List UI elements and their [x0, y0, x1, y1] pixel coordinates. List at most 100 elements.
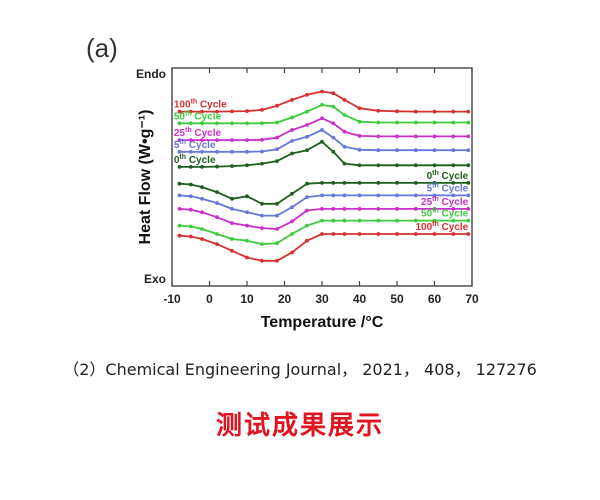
series-point: [413, 193, 418, 198]
series-layer: [177, 89, 471, 263]
series-point: [245, 121, 249, 126]
series-point: [451, 181, 456, 185]
series-point: [245, 255, 249, 260]
series-label: 0th Cycle: [427, 170, 469, 182]
series-label: 0th Cycle: [174, 154, 216, 166]
panel-label: (a): [86, 33, 118, 63]
series-point: [188, 138, 193, 143]
series-point: [331, 91, 336, 96]
series-line: [179, 182, 469, 205]
series-point: [395, 232, 399, 236]
series-point: [376, 207, 381, 211]
series-point: [357, 147, 362, 152]
series-point: [200, 210, 204, 215]
series-point: [260, 149, 264, 154]
series-point: [188, 194, 193, 199]
series-point: [331, 193, 336, 198]
series-point: [331, 104, 336, 109]
series-point: [395, 109, 399, 114]
series-point: [230, 237, 234, 241]
series-point: [466, 232, 471, 236]
series-line: [179, 90, 469, 113]
series-point: [432, 134, 437, 139]
x-tick-label: -10: [163, 292, 181, 306]
series-point: [230, 248, 234, 253]
series-point: [215, 190, 219, 195]
series-point: [230, 196, 234, 201]
series-point: [200, 196, 204, 201]
x-tick-label: 30: [315, 292, 329, 306]
series-point: [260, 108, 264, 112]
series-label: 50th Cycle: [174, 110, 222, 122]
series-point: [275, 258, 279, 263]
series-point: [230, 109, 234, 114]
series-point: [215, 121, 219, 126]
series-point: [260, 242, 264, 247]
series-point: [177, 109, 182, 114]
series-label: 100th Cycle: [174, 99, 227, 111]
series-line: [179, 194, 469, 217]
series-point: [413, 232, 418, 236]
series-point: [177, 181, 182, 186]
series-point: [215, 215, 219, 220]
series-point: [177, 233, 182, 238]
series-point: [451, 163, 456, 168]
series-point: [290, 219, 294, 224]
series-point: [275, 103, 279, 108]
series-point: [200, 165, 204, 169]
series-point: [245, 223, 249, 228]
series-point: [215, 232, 219, 236]
series-point: [215, 109, 219, 114]
series-point: [357, 218, 362, 223]
series-point: [305, 134, 309, 139]
series-point: [177, 223, 182, 228]
series-point: [413, 163, 418, 168]
series-point: [320, 181, 324, 185]
series-point: [245, 210, 249, 215]
series-point: [260, 201, 264, 206]
series-point: [331, 135, 336, 140]
series-label: 100th Cycle: [415, 221, 468, 233]
series-point: [413, 181, 418, 185]
series-point: [357, 193, 362, 198]
series-point: [466, 218, 471, 223]
series-point: [290, 98, 294, 102]
series-point: [357, 232, 362, 236]
series-point: [200, 109, 204, 114]
series-point: [466, 193, 471, 198]
series-point: [320, 116, 324, 121]
series-point: [451, 232, 456, 236]
series-point: [432, 207, 437, 211]
series-point: [305, 123, 309, 127]
series-point: [342, 161, 347, 166]
series-point: [260, 161, 264, 166]
series-point: [230, 207, 234, 211]
series-point: [200, 149, 204, 154]
series-point: [290, 139, 294, 143]
series-label: 25th Cycle: [174, 127, 222, 139]
series-point: [320, 193, 324, 198]
series-point: [320, 232, 324, 236]
series-point: [376, 193, 381, 198]
series-line: [179, 104, 469, 125]
series-point: [290, 250, 294, 255]
series-point: [260, 226, 264, 231]
series-point: [357, 134, 362, 138]
series-point: [200, 138, 204, 143]
series-point: [230, 138, 234, 143]
series-point: [320, 207, 324, 211]
x-tick-label: 50: [390, 292, 404, 306]
series-point: [357, 181, 362, 185]
series-point: [376, 232, 381, 236]
x-axis-ticks: -10 0 10 20 30 40 50 60 70: [163, 68, 479, 306]
series-point: [290, 191, 294, 196]
series-label: 50th Cycle: [421, 208, 469, 220]
series-point: [376, 181, 381, 185]
series-point: [331, 218, 336, 223]
series-point: [357, 163, 362, 168]
series-point: [305, 195, 309, 200]
series-point: [342, 98, 347, 102]
series-point: [451, 193, 456, 198]
series-point: [395, 218, 399, 223]
series-point: [466, 109, 471, 114]
